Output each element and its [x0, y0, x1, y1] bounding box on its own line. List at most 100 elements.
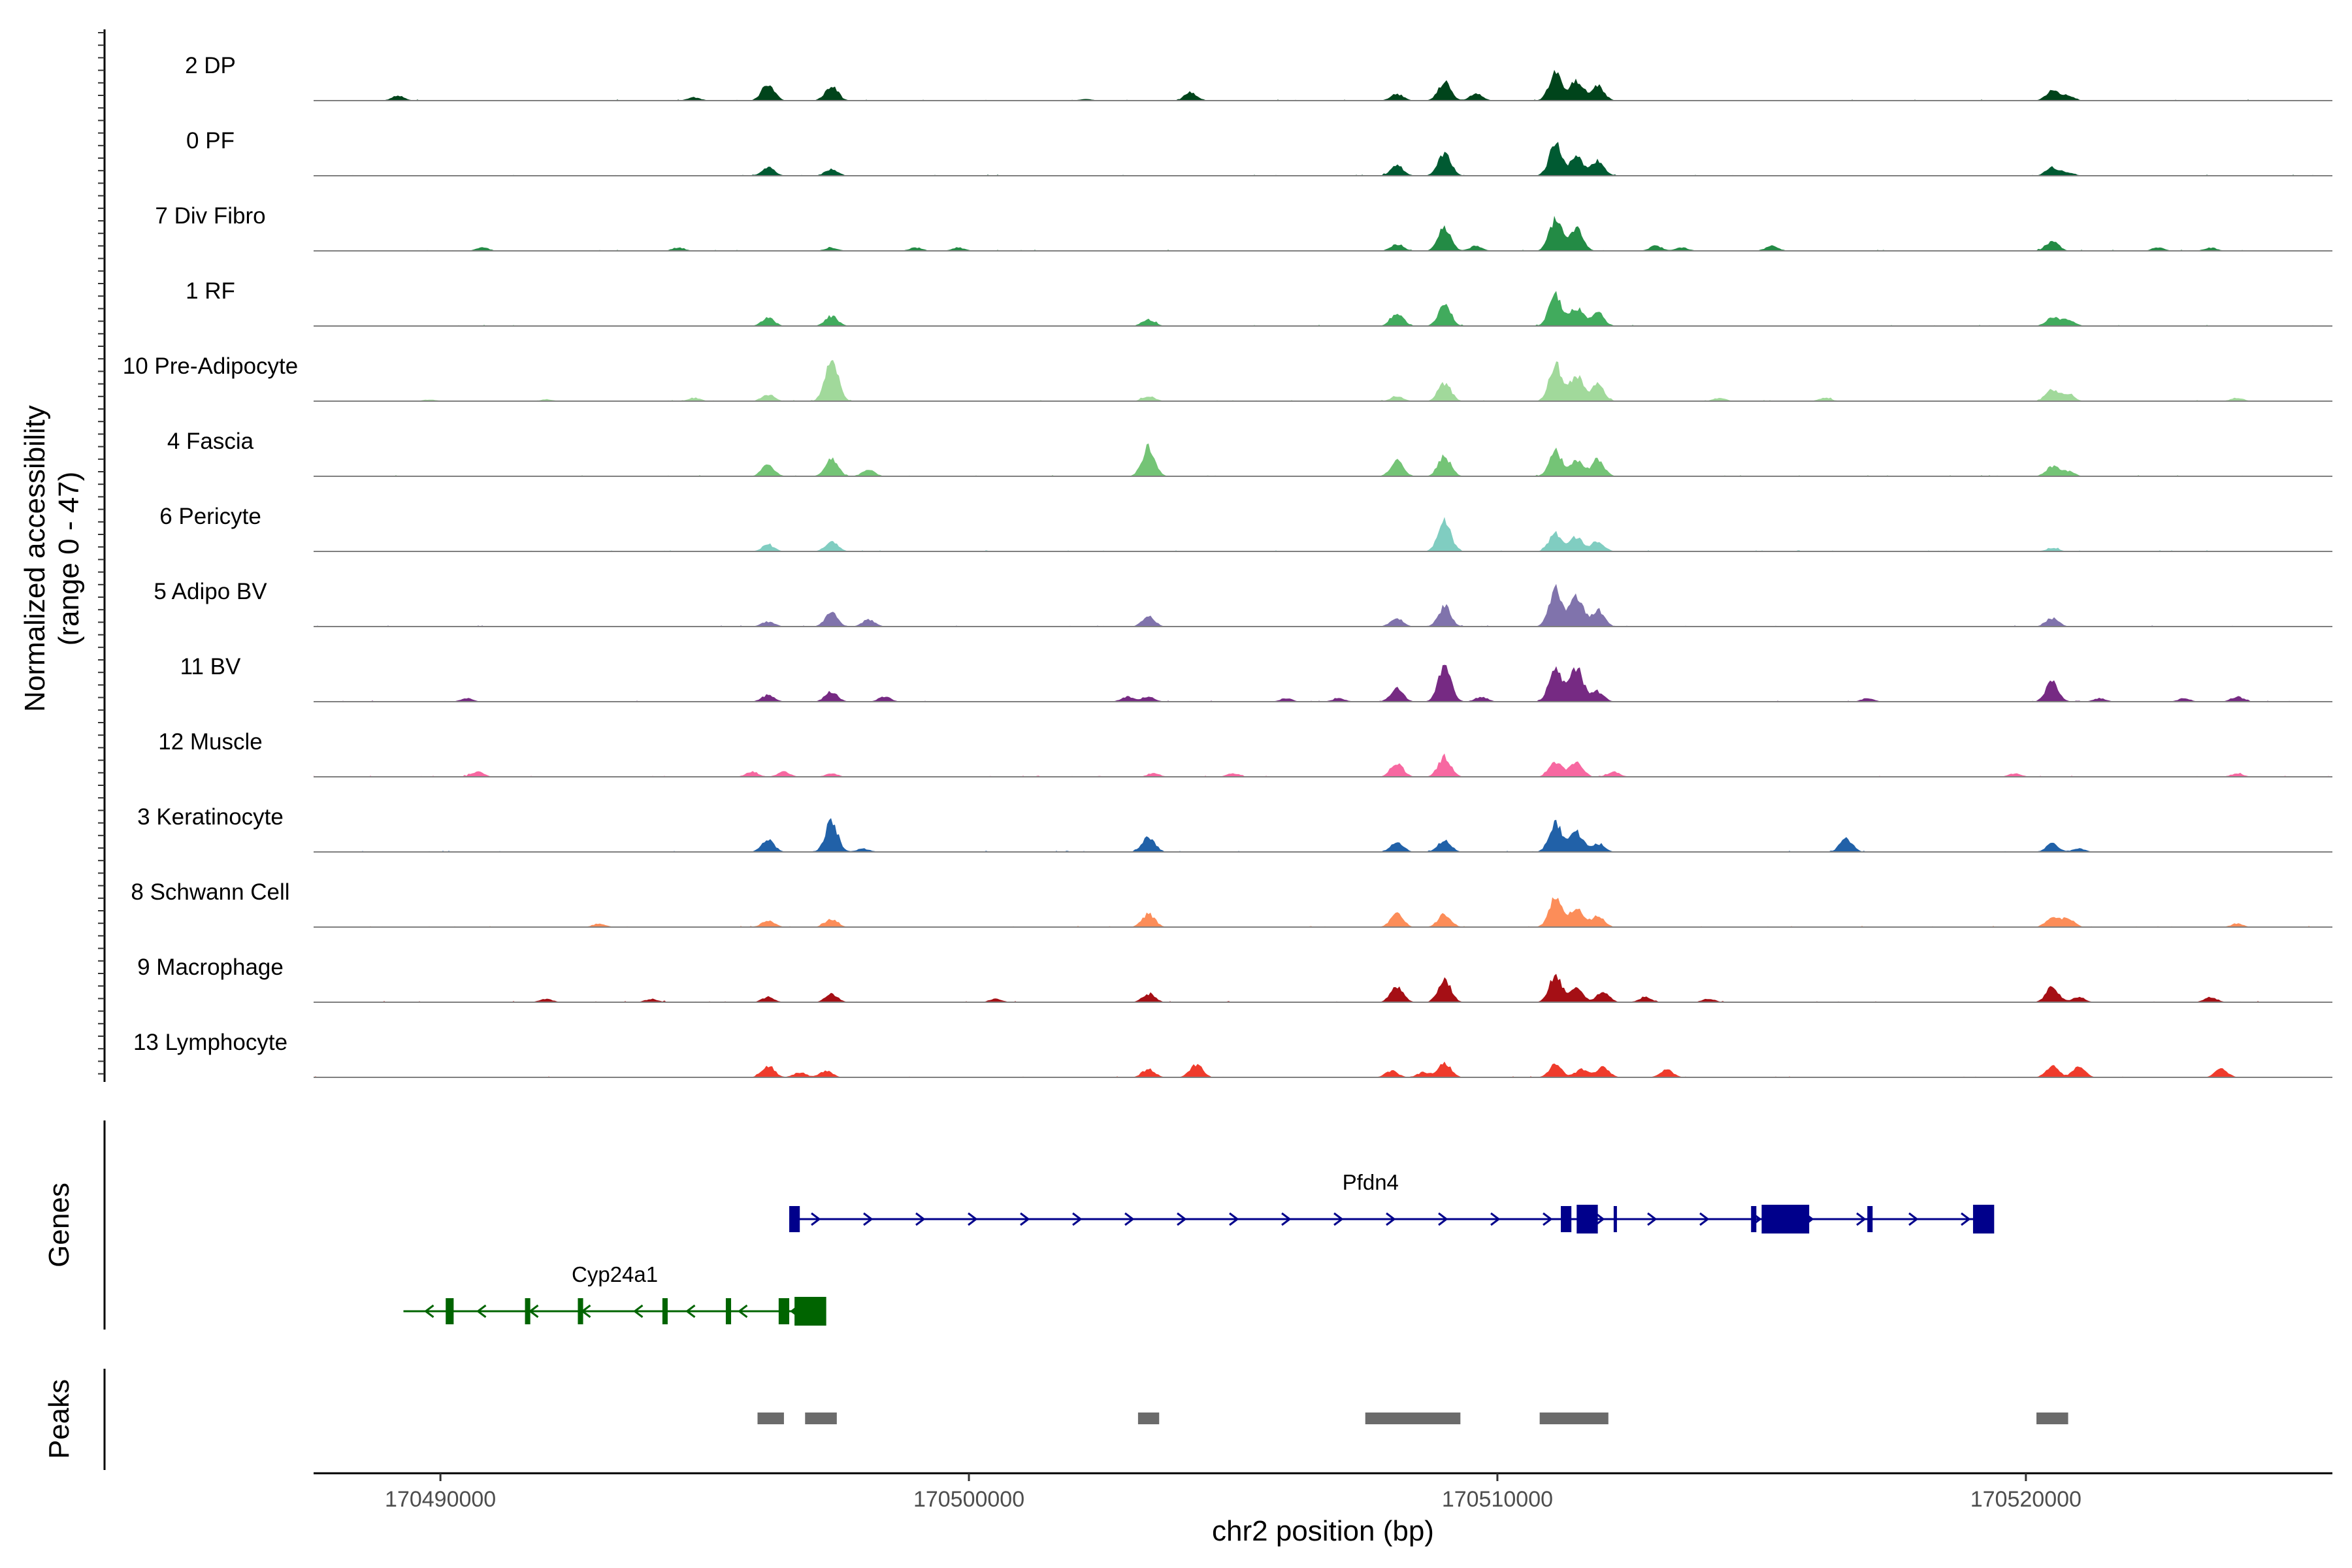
gene-models: Pfdn4 Cyp24a1 [403, 1170, 1995, 1326]
coverage-area [314, 517, 2332, 551]
gene-name-label: Pfdn4 [1343, 1170, 1399, 1194]
track-label: 8 Schwann Cell [131, 879, 289, 905]
exon-block [1561, 1206, 1572, 1232]
track-label: 3 Keratinocyte [137, 804, 284, 830]
coverage-track: 13 Lymphocyte [133, 1030, 2332, 1078]
strand-chevron [915, 1212, 926, 1226]
track-label: 6 Pericyte [159, 504, 261, 529]
strand-chevron [1595, 1212, 1605, 1226]
exon-block [1972, 1205, 1995, 1233]
strand-chevron [863, 1212, 874, 1226]
peak-region-bar [1365, 1413, 1461, 1424]
peak-region-bar [1539, 1413, 1609, 1424]
coverage-track: 8 Schwann Cell [131, 879, 2332, 928]
exon-block [446, 1298, 454, 1324]
track-label: 13 Lymphocyte [133, 1030, 287, 1055]
strand-chevron [811, 1212, 821, 1226]
strand-chevron [633, 1304, 644, 1318]
coverage-area [314, 142, 2332, 176]
coverage-tracks: 2 DP 0 PF 7 Div Fibro 1 RF 10 Pre-Adipocyte 4… [123, 53, 2332, 1078]
strand-chevron [1177, 1212, 1187, 1226]
coverage-area [314, 753, 2332, 777]
coverage-track: 4 Fascia [167, 429, 2332, 477]
peak-region-bar [1137, 1413, 1160, 1424]
coverage-track: 2 DP [185, 53, 2332, 101]
coverage-track: 7 Div Fibro [155, 203, 2332, 252]
exon-block [578, 1298, 583, 1324]
coverage-track: 0 PF [186, 128, 2332, 176]
gene-name-label: Cyp24a1 [572, 1262, 658, 1286]
x-axis-title: chr2 position (bp) [1212, 1515, 1434, 1547]
track-label: 4 Fascia [167, 429, 254, 454]
exon-block [1867, 1206, 1873, 1232]
x-tick-label: 170520000 [1970, 1487, 2082, 1512]
y-axis-title: Normalized accessibility (range 0 - 47) [19, 405, 85, 711]
strand-chevron [1020, 1212, 1030, 1226]
track-label: 12 Muscle [158, 729, 263, 755]
exon-block [778, 1298, 790, 1324]
strand-chevron [1333, 1212, 1344, 1226]
coverage-area [314, 291, 2332, 326]
track-label: 10 Pre-Adipocyte [123, 353, 298, 379]
strand-chevron [1281, 1212, 1292, 1226]
track-label: 1 RF [186, 278, 235, 304]
strand-chevron [1229, 1212, 1239, 1226]
peak-region-bar [805, 1413, 837, 1424]
exon-block [1576, 1205, 1598, 1233]
y-axis-title-line-2: (range 0 - 47) [53, 472, 85, 646]
strand-chevron [685, 1304, 696, 1318]
coverage-track: 5 Adipo BV [154, 579, 2332, 627]
track-label: 7 Div Fibro [155, 203, 265, 229]
coverage-area [314, 443, 2332, 476]
exon-block [525, 1298, 531, 1324]
strand-chevron [1908, 1212, 1919, 1226]
y-axis-title-line-1: Normalized accessibility [19, 405, 51, 711]
track-label: 2 DP [185, 53, 236, 78]
peak-region-bar [2036, 1413, 2068, 1424]
peak-region-bar [757, 1413, 784, 1424]
strand-chevron [1438, 1212, 1448, 1226]
strand-chevron [1386, 1212, 1396, 1226]
coverage-area [314, 818, 2332, 852]
coverage-track: 10 Pre-Adipocyte [123, 353, 2332, 402]
coverage-track: 12 Muscle [158, 729, 2332, 777]
exon-block [789, 1206, 800, 1232]
coverage-track: 6 Pericyte [159, 504, 2332, 552]
strand-chevron [1072, 1212, 1083, 1226]
strand-chevron [1856, 1212, 1867, 1226]
coverage-track: 11 BV [180, 654, 2332, 702]
strand-chevron [1699, 1212, 1710, 1226]
track-label: 11 BV [180, 654, 241, 679]
exon-block [794, 1297, 826, 1326]
strand-chevron [1490, 1212, 1501, 1226]
strand-chevron [1543, 1212, 1553, 1226]
coverage-area [314, 664, 2332, 702]
exon-block [725, 1298, 732, 1324]
exon-block [662, 1298, 668, 1324]
gene-model: Pfdn4 [789, 1170, 1995, 1233]
x-tick-label: 170500000 [913, 1487, 1024, 1512]
exon-block [1761, 1205, 1810, 1233]
coverage-area [314, 583, 2332, 627]
exon-block [1751, 1206, 1757, 1232]
strand-chevron [968, 1212, 978, 1226]
coverage-track: 1 RF [186, 278, 2332, 327]
gene-model: Cyp24a1 [403, 1262, 826, 1326]
coverage-area [314, 1061, 2332, 1077]
coverage-area [314, 216, 2332, 251]
strand-chevron [738, 1304, 748, 1318]
track-label: 0 PF [186, 128, 235, 154]
peak-regions [757, 1413, 2068, 1424]
coverage-area [314, 973, 2332, 1002]
strand-chevron [1961, 1212, 1971, 1226]
peaks-panel-label: Peaks [43, 1379, 75, 1459]
strand-chevron [1647, 1212, 1658, 1226]
genes-panel-label: Genes [43, 1183, 75, 1267]
x-tick-label: 170490000 [385, 1487, 496, 1512]
x-axis-ticks: 170490000 170500000 170510000 170520000 [385, 1473, 2082, 1512]
track-label: 9 Macrophage [137, 955, 284, 980]
coverage-track: 9 Macrophage [137, 955, 2332, 1003]
coverage-y-ticks [98, 32, 105, 1075]
strand-chevron [476, 1304, 487, 1318]
coverage-area [314, 897, 2332, 927]
